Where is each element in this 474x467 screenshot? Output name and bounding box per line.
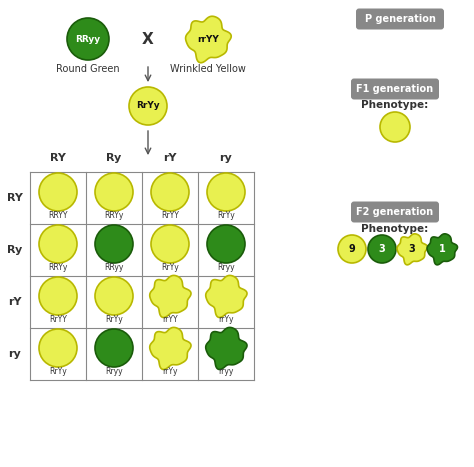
Text: rY: rY	[163, 153, 177, 163]
Text: ry: ry	[219, 153, 232, 163]
Text: Phenotype:: Phenotype:	[361, 100, 428, 110]
Text: RrYy: RrYy	[136, 101, 160, 111]
Text: RrYy: RrYy	[161, 263, 179, 273]
Text: rryy: rryy	[219, 368, 234, 376]
Text: rY: rY	[8, 297, 22, 307]
Text: Ry: Ry	[8, 245, 23, 255]
Text: rrYY: rrYY	[162, 316, 178, 325]
Text: Ry: Ry	[106, 153, 122, 163]
Text: 1: 1	[438, 244, 446, 254]
Text: RRYY: RRYY	[48, 212, 68, 220]
Circle shape	[95, 225, 133, 263]
Polygon shape	[206, 276, 247, 318]
Text: RRyy: RRyy	[104, 263, 124, 273]
Text: RrYY: RrYY	[161, 212, 179, 220]
Text: Rryy: Rryy	[105, 368, 123, 376]
Circle shape	[207, 225, 245, 263]
Circle shape	[368, 235, 396, 263]
Circle shape	[67, 18, 109, 60]
Text: Round Green: Round Green	[56, 64, 120, 74]
Text: Rryy: Rryy	[217, 263, 235, 273]
Circle shape	[95, 329, 133, 367]
Circle shape	[95, 173, 133, 211]
Circle shape	[129, 87, 167, 125]
Polygon shape	[427, 234, 457, 265]
Polygon shape	[186, 16, 231, 63]
Text: RrYy: RrYy	[105, 316, 123, 325]
Text: rrYy: rrYy	[162, 368, 178, 376]
Text: RRyy: RRyy	[75, 35, 100, 43]
Circle shape	[39, 329, 77, 367]
Circle shape	[338, 235, 366, 263]
Text: rrYY: rrYY	[197, 35, 219, 43]
Text: rrYy: rrYy	[218, 316, 234, 325]
Circle shape	[39, 225, 77, 263]
Text: P generation: P generation	[365, 14, 436, 24]
Circle shape	[151, 173, 189, 211]
Circle shape	[151, 225, 189, 263]
Text: 3: 3	[379, 244, 385, 254]
Circle shape	[380, 112, 410, 142]
Polygon shape	[150, 327, 191, 369]
Text: RrYY: RrYY	[49, 316, 67, 325]
Text: 3: 3	[409, 244, 415, 254]
Text: F1 generation: F1 generation	[356, 84, 434, 94]
Text: RRYy: RRYy	[48, 263, 68, 273]
FancyBboxPatch shape	[351, 78, 439, 99]
Text: 9: 9	[348, 244, 356, 254]
Text: RrYy: RrYy	[49, 368, 67, 376]
FancyBboxPatch shape	[356, 8, 444, 29]
Circle shape	[95, 277, 133, 315]
Circle shape	[39, 173, 77, 211]
Text: X: X	[142, 31, 154, 47]
Circle shape	[207, 173, 245, 211]
Text: Wrinkled Yellow: Wrinkled Yellow	[170, 64, 246, 74]
Text: RRYy: RRYy	[104, 212, 124, 220]
Polygon shape	[150, 276, 191, 318]
Text: Phenotype:: Phenotype:	[361, 224, 428, 234]
FancyBboxPatch shape	[351, 201, 439, 222]
Text: F2 generation: F2 generation	[356, 207, 434, 217]
Text: RrYy: RrYy	[217, 212, 235, 220]
Text: RY: RY	[7, 193, 23, 203]
Text: ry: ry	[9, 349, 21, 359]
Circle shape	[39, 277, 77, 315]
Polygon shape	[206, 327, 247, 369]
Polygon shape	[397, 234, 428, 265]
Text: RY: RY	[50, 153, 66, 163]
